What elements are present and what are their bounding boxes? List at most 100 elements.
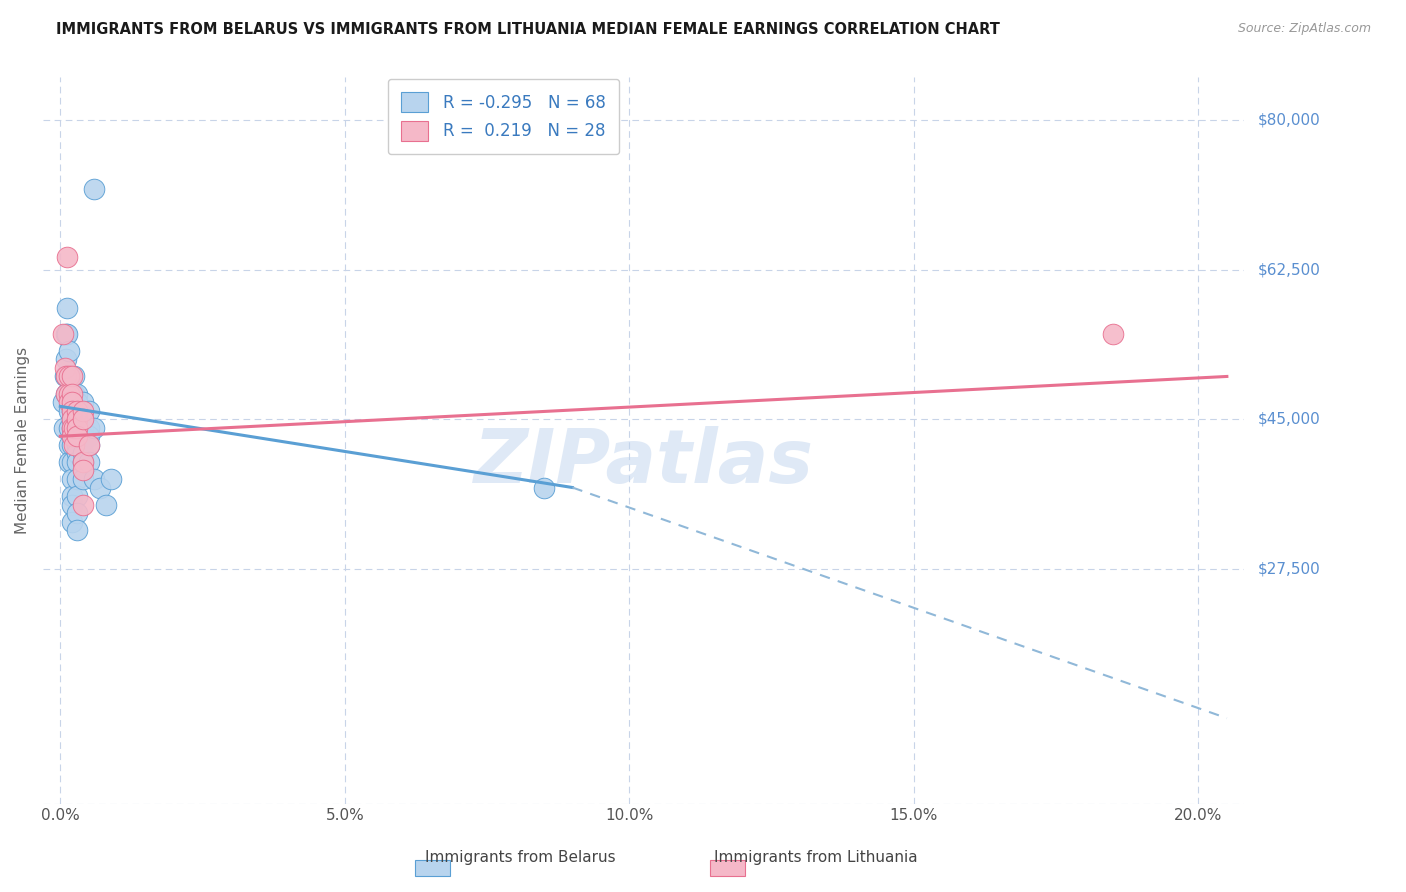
Y-axis label: Median Female Earnings: Median Female Earnings xyxy=(15,347,30,534)
Point xyxy=(52,395,75,409)
Point xyxy=(58,438,80,452)
Point xyxy=(63,369,86,384)
Point xyxy=(72,498,94,512)
Point xyxy=(60,412,83,426)
Point xyxy=(83,421,105,435)
Point xyxy=(72,472,94,486)
Text: $62,500: $62,500 xyxy=(1258,262,1320,277)
Point xyxy=(72,403,94,417)
Point xyxy=(77,421,100,435)
Point xyxy=(72,446,94,460)
Point xyxy=(66,438,89,452)
Point xyxy=(60,489,83,503)
Point xyxy=(533,481,555,495)
Point xyxy=(56,250,79,264)
Point xyxy=(66,395,89,409)
Point xyxy=(77,429,100,443)
Point xyxy=(66,421,89,435)
Point xyxy=(72,412,94,426)
Point xyxy=(56,301,79,315)
Point xyxy=(66,472,89,486)
Text: Immigrants from Belarus: Immigrants from Belarus xyxy=(425,850,616,865)
Point xyxy=(72,429,94,443)
Point xyxy=(58,386,80,401)
Point xyxy=(60,395,83,409)
Point xyxy=(72,463,94,477)
Legend: R = -0.295   N = 68, R =  0.219   N = 28: R = -0.295 N = 68, R = 0.219 N = 28 xyxy=(388,78,619,154)
Point xyxy=(60,386,83,401)
Point xyxy=(66,412,89,426)
Point xyxy=(72,421,94,435)
Point xyxy=(60,403,83,417)
Point xyxy=(58,386,80,401)
Point xyxy=(66,506,89,520)
Point xyxy=(55,326,77,341)
Point xyxy=(53,421,76,435)
Point xyxy=(72,455,94,469)
Point xyxy=(56,326,79,341)
Point xyxy=(63,412,86,426)
Point xyxy=(55,369,77,384)
Point xyxy=(89,481,111,495)
Text: Source: ZipAtlas.com: Source: ZipAtlas.com xyxy=(1237,22,1371,36)
Point xyxy=(66,489,89,503)
Text: $45,000: $45,000 xyxy=(1258,412,1320,426)
Point xyxy=(60,472,83,486)
Point xyxy=(66,429,89,443)
Point xyxy=(66,446,89,460)
Point xyxy=(60,515,83,529)
Point xyxy=(77,438,100,452)
Point xyxy=(60,412,83,426)
Point xyxy=(55,369,77,384)
Point xyxy=(52,326,75,341)
Point xyxy=(66,455,89,469)
Point xyxy=(66,429,89,443)
Point xyxy=(58,369,80,384)
Point xyxy=(83,181,105,195)
Point xyxy=(77,438,100,452)
Point xyxy=(66,403,89,417)
Text: IMMIGRANTS FROM BELARUS VS IMMIGRANTS FROM LITHUANIA MEDIAN FEMALE EARNINGS CORR: IMMIGRANTS FROM BELARUS VS IMMIGRANTS FR… xyxy=(56,22,1000,37)
Point xyxy=(58,395,80,409)
Point xyxy=(60,395,83,409)
Point xyxy=(94,498,117,512)
Text: ZIPatlas: ZIPatlas xyxy=(474,425,814,499)
Point xyxy=(100,472,122,486)
Point xyxy=(72,412,94,426)
Point xyxy=(58,403,80,417)
Point xyxy=(58,455,80,469)
Point xyxy=(53,369,76,384)
Point xyxy=(63,395,86,409)
Point xyxy=(60,369,83,384)
Point xyxy=(60,455,83,469)
Point xyxy=(53,360,76,375)
Point xyxy=(55,352,77,367)
Point xyxy=(58,343,80,358)
Point xyxy=(58,421,80,435)
Point xyxy=(60,369,83,384)
Point xyxy=(66,386,89,401)
Point xyxy=(60,421,83,435)
Text: $80,000: $80,000 xyxy=(1258,112,1320,128)
Point xyxy=(66,412,89,426)
Point xyxy=(60,438,83,452)
Point xyxy=(72,395,94,409)
Point xyxy=(83,472,105,486)
Point xyxy=(63,438,86,452)
Point xyxy=(60,403,83,417)
Point xyxy=(77,403,100,417)
Point xyxy=(63,429,86,443)
Point xyxy=(63,386,86,401)
Point xyxy=(63,421,86,435)
Point xyxy=(63,421,86,435)
Point xyxy=(60,429,83,443)
Point xyxy=(60,386,83,401)
Point xyxy=(55,386,77,401)
Point xyxy=(66,421,89,435)
Point xyxy=(72,455,94,469)
Point xyxy=(55,386,77,401)
Point xyxy=(66,523,89,537)
Text: Immigrants from Lithuania: Immigrants from Lithuania xyxy=(714,850,917,865)
Point xyxy=(77,455,100,469)
Point xyxy=(1102,326,1125,341)
